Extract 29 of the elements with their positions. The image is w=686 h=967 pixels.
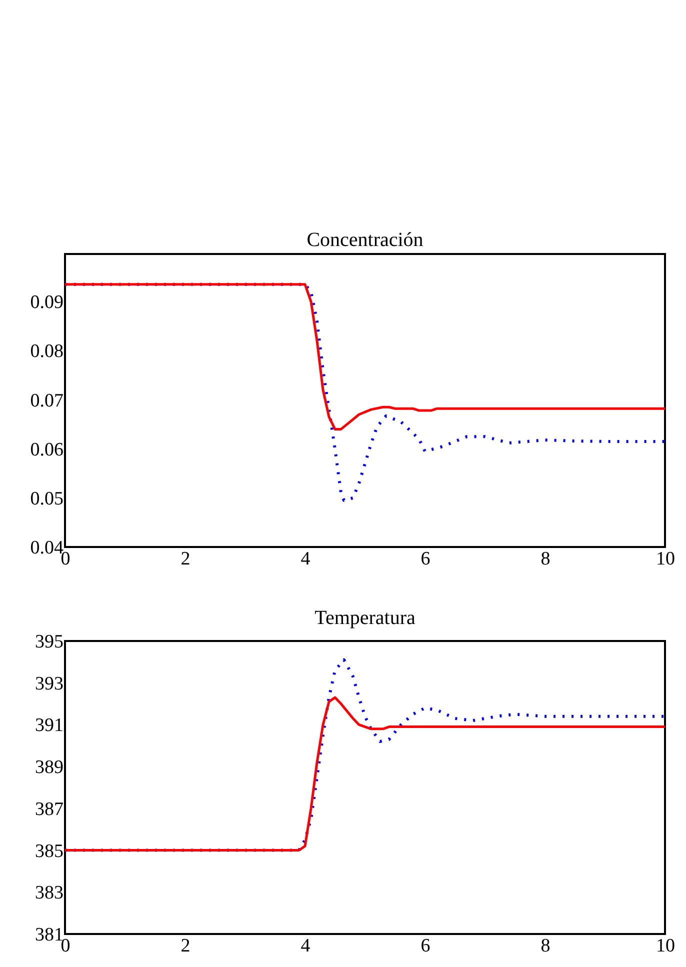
y-tick-label: 0.06 <box>30 439 64 460</box>
x-tick-label: 10 <box>656 548 675 570</box>
x-tick-label: 10 <box>656 936 675 956</box>
y-tick-label: 0.08 <box>30 341 64 362</box>
x-tick-label: 4 <box>300 936 311 956</box>
line-series <box>65 696 665 852</box>
chart-title: Temperatura <box>314 607 416 629</box>
y-tick-label: 393 <box>35 673 64 694</box>
y-tick-label: 385 <box>35 840 64 862</box>
x-tick-label: 6 <box>420 548 430 570</box>
line-series <box>65 658 665 852</box>
y-tick-label: 0.09 <box>30 292 64 314</box>
x-tick-label: 4 <box>300 548 311 570</box>
x-tick-label: 8 <box>540 936 550 956</box>
y-tick-label: 391 <box>35 715 64 736</box>
x-tick-label: 2 <box>180 548 190 570</box>
y-tick-label: 389 <box>35 757 64 778</box>
line-series <box>65 282 665 502</box>
x-tick-label: 8 <box>540 548 550 570</box>
y-tick-label: 395 <box>35 632 64 652</box>
chart-title: Concentración <box>306 229 424 251</box>
x-tick-label: 6 <box>420 936 430 956</box>
line-series <box>65 283 665 430</box>
y-tick-label: 387 <box>35 798 64 820</box>
y-tick-label: 0.07 <box>30 390 64 412</box>
x-tick-label: 2 <box>180 936 190 956</box>
y-tick-label: 383 <box>35 882 64 904</box>
x-tick-label: 0 <box>60 936 70 956</box>
y-tick-label: 0.05 <box>30 488 64 510</box>
